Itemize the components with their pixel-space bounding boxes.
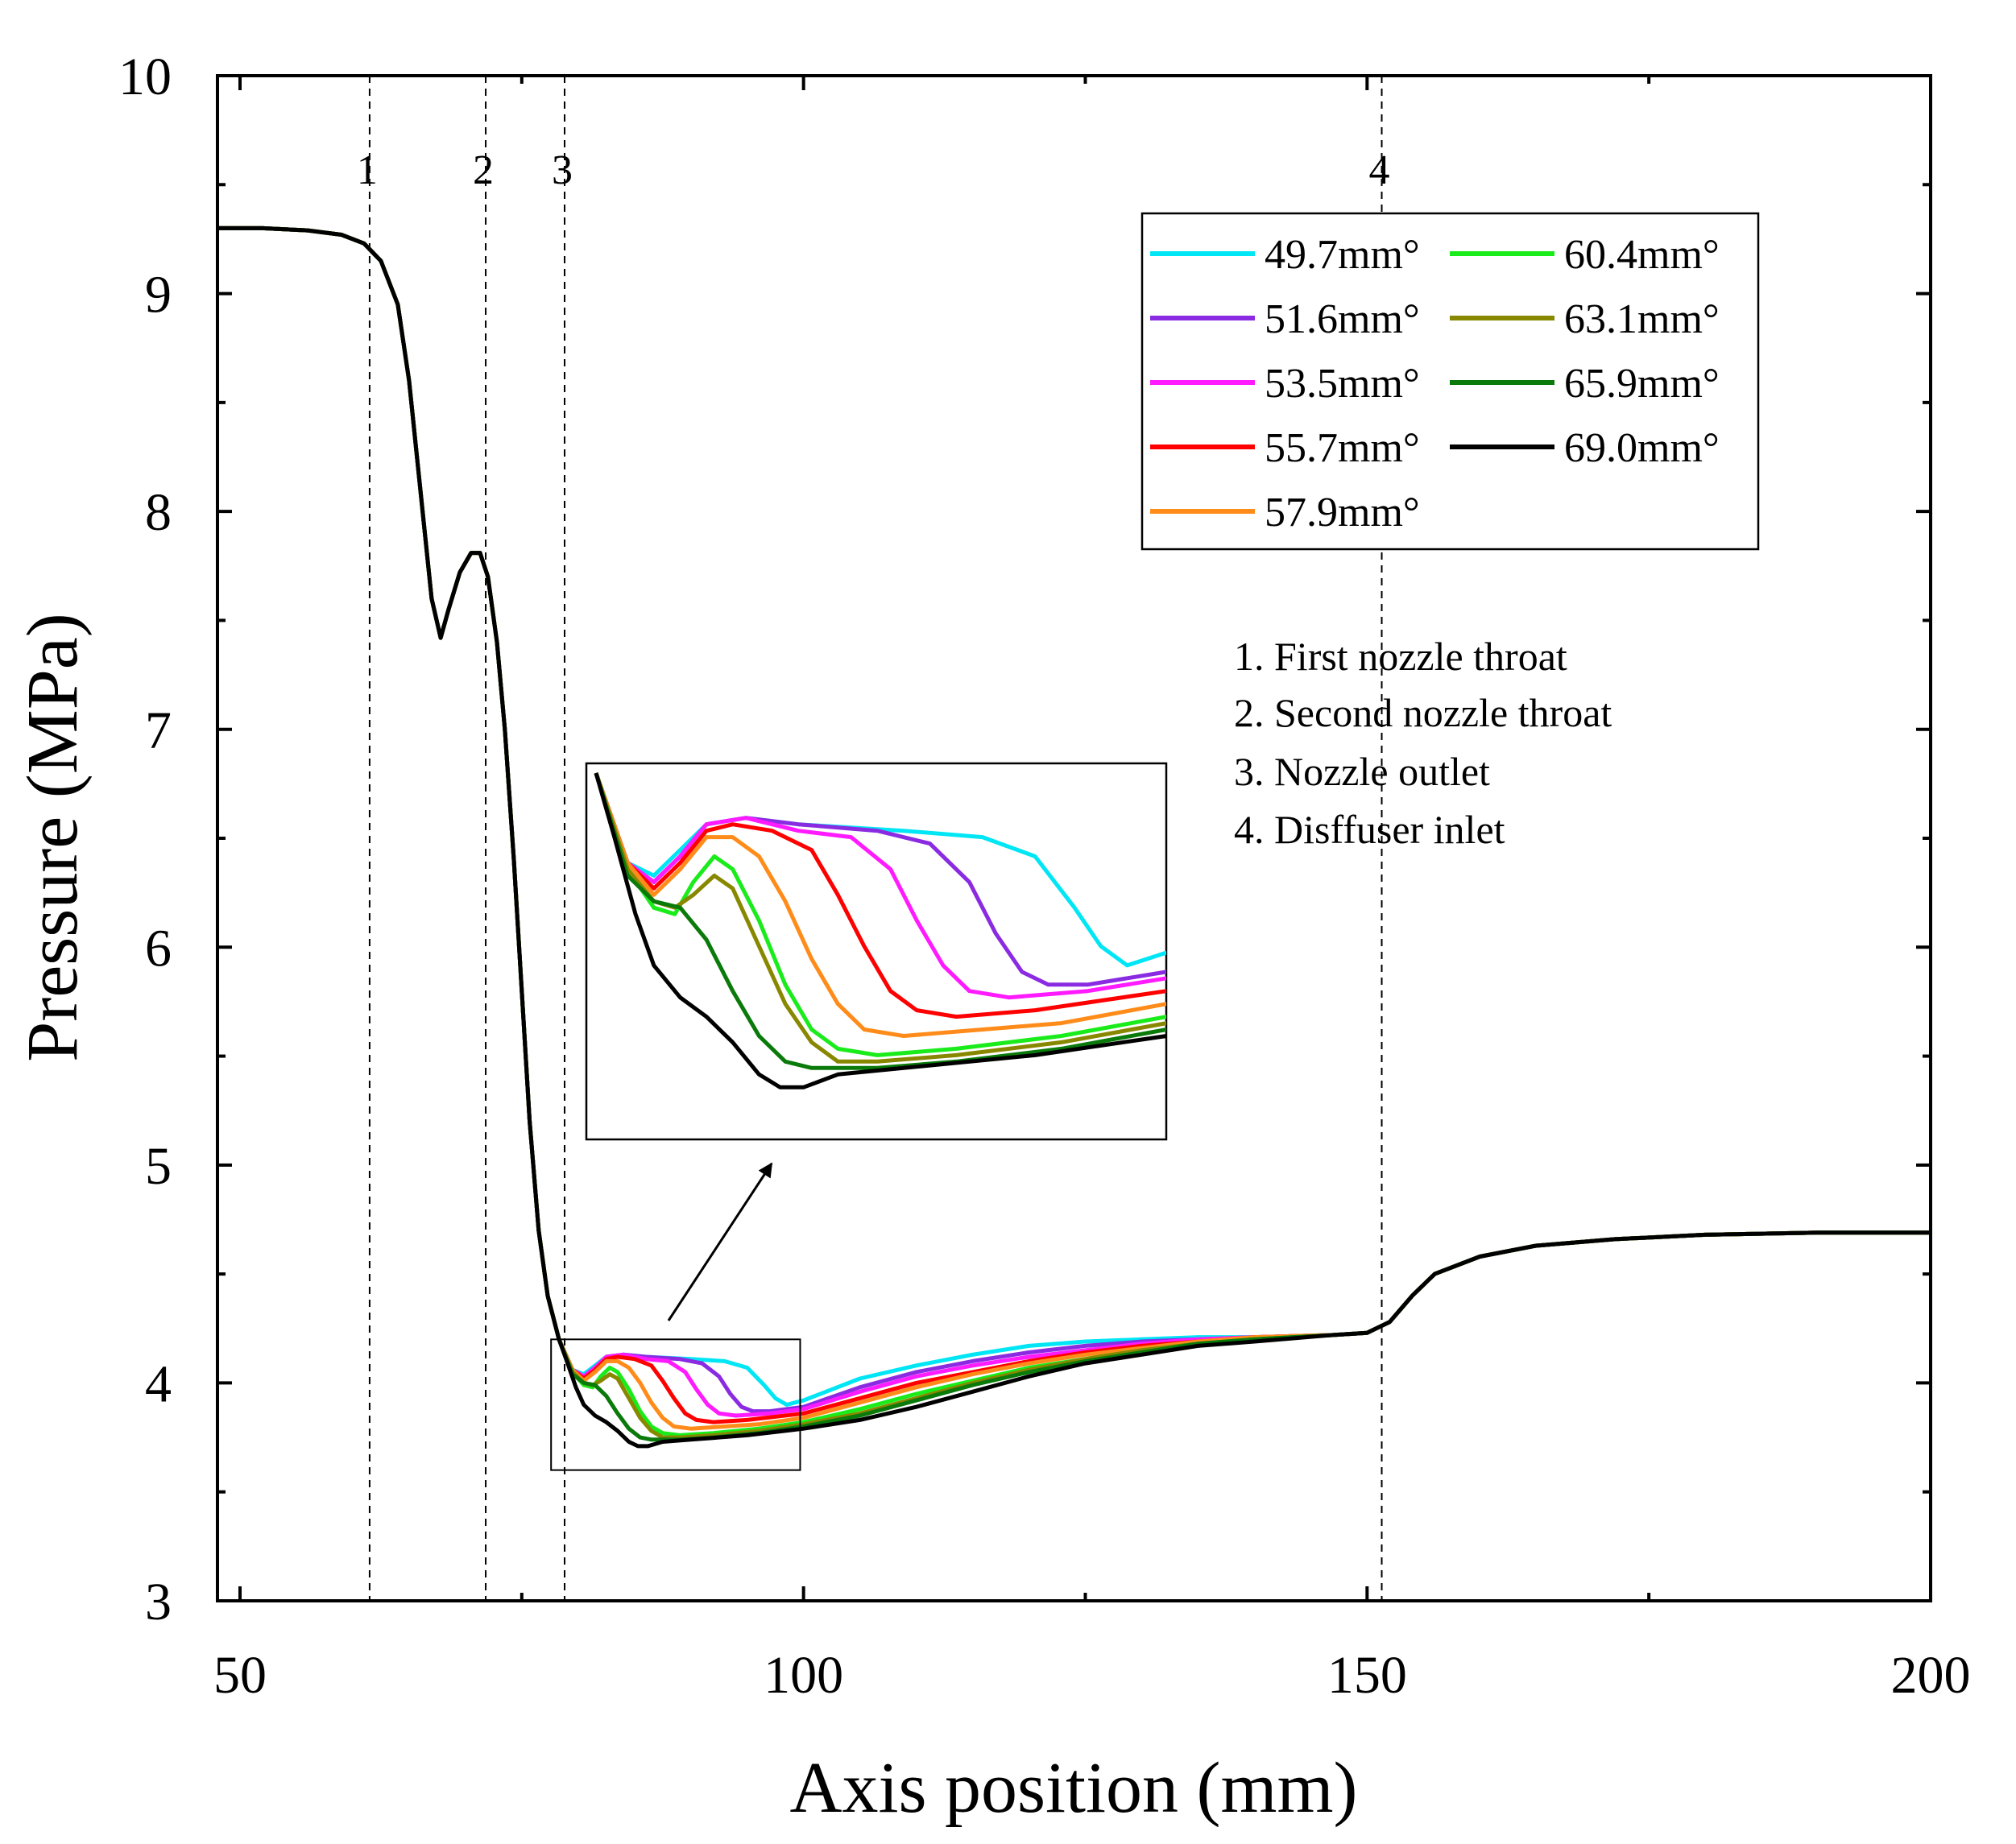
legend-label-57-9mm: 57.9mm° [1265,490,1420,535]
reference-lines: 1 2 3 4 [357,76,1390,1601]
x-tick-label: 100 [764,1646,843,1705]
inset-line-55-7mm [594,772,1166,1019]
y-axis-label: Pressure (MPa) [13,613,93,1061]
series-line-69-0mm [217,225,1931,1449]
x-tick-labels: 50 100 150 200 [213,1646,1971,1705]
legend-label-63-1mm: 63.1mm° [1564,296,1720,342]
reference-label-4: 4 [1369,147,1390,193]
y-tick-label: 4 [145,1354,172,1413]
legend-label-53-5mm: 53.5mm° [1265,361,1420,407]
zoom-arrow [667,1162,773,1321]
inset-panel [585,762,1168,1141]
inset-frame [585,762,1168,1141]
y-tick-label: 6 [145,919,172,978]
y-tick-label: 5 [145,1137,172,1196]
inset-line-69-0mm [594,772,1166,1089]
legend-label-69-0mm: 69.0mm° [1564,425,1720,471]
y-tick-label: 7 [145,701,172,760]
legend: 49.7mm° 51.6mm° 53.5mm° 55.7mm° 57.9mm° 60.4m… [1140,212,1760,551]
x-tick-label: 50 [213,1646,267,1705]
inset-series-lines [594,772,1166,1089]
y-tick-label: 9 [145,266,172,325]
y-tick-label: 8 [145,483,172,542]
annotations: 1. First nozzle throat 2. Second nozzle … [1234,634,1612,852]
annotation-2: 2. Second nozzle throat [1234,690,1612,735]
annotation-3: 3. Nozzle outlet [1234,749,1490,794]
legend-label-65-9mm: 65.9mm° [1564,361,1720,407]
y-tick-label: 10 [118,48,172,106]
x-tick-label: 200 [1891,1646,1971,1705]
legend-label-55-7mm: 55.7mm° [1265,425,1420,471]
reference-label-2: 2 [473,147,494,193]
inset-line-53-5mm [594,772,1166,1000]
inset-line-57-9mm [594,772,1166,1038]
zoom-region-box [550,1338,801,1471]
main-series-lines [217,225,1931,1449]
x-axis-label: Axis position (mm) [789,1748,1357,1828]
x-tick-label: 150 [1327,1646,1407,1705]
inset-line-60-4mm [594,772,1166,1057]
axis-ticks [217,74,1932,1602]
legend-label-49-7mm: 49.7mm° [1265,232,1420,278]
reference-label-3: 3 [552,147,573,193]
y-tick-label: 3 [145,1573,172,1631]
annotation-4: 4. Disffuser inlet [1234,807,1505,852]
legend-label-60-4mm: 60.4mm° [1564,232,1720,278]
legend-label-51-6mm: 51.6mm° [1265,296,1420,342]
y-tick-labels: 3 4 5 6 7 8 9 10 [118,48,172,1631]
reference-label-1: 1 [357,147,378,193]
annotation-1: 1. First nozzle throat [1234,634,1567,679]
